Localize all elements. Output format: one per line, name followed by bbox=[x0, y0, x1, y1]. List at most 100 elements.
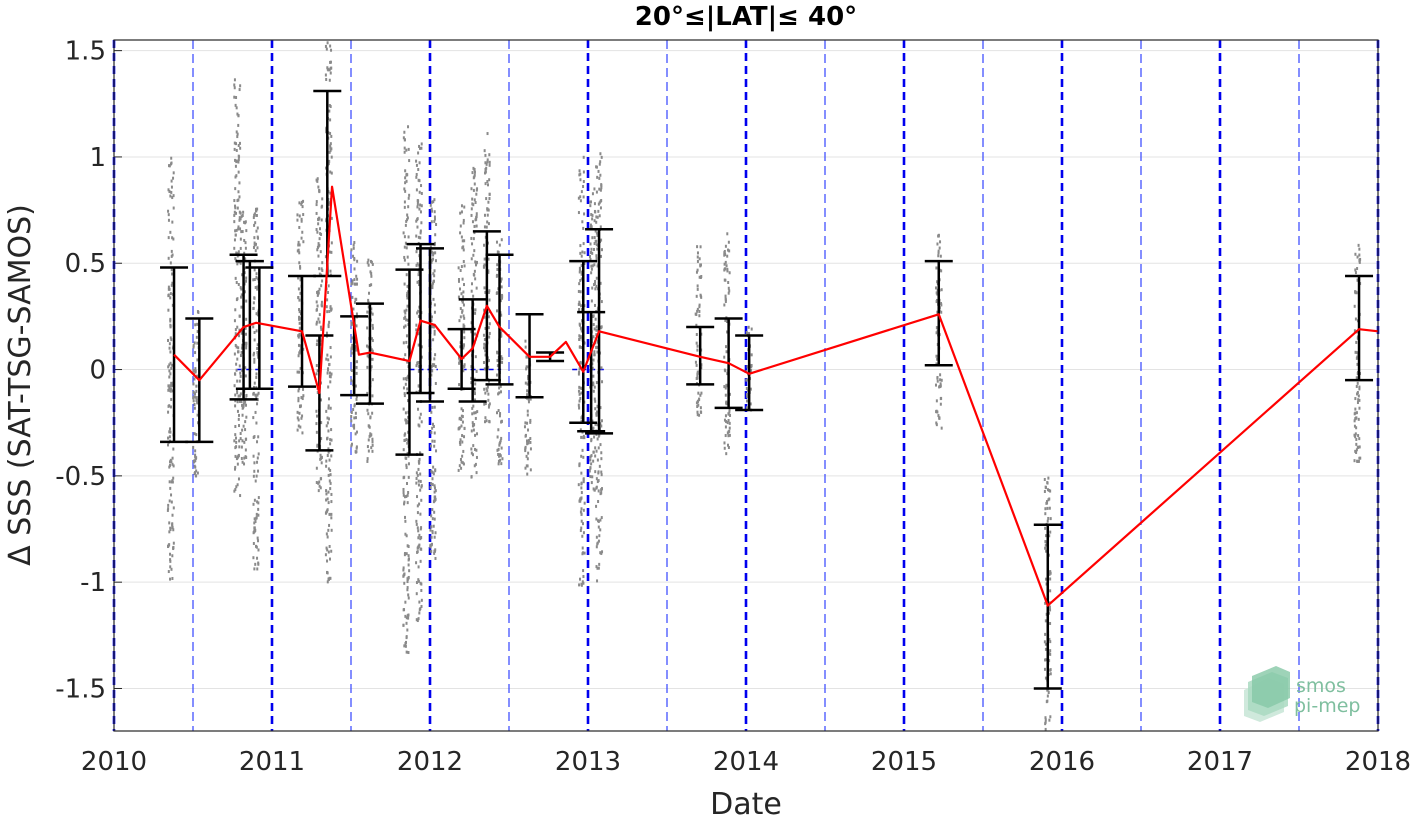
scatter-point bbox=[501, 294, 504, 298]
scatter-point bbox=[459, 345, 462, 349]
scatter-point bbox=[417, 483, 420, 487]
scatter-point bbox=[235, 436, 238, 440]
scatter-point bbox=[473, 273, 476, 277]
scatter-point bbox=[371, 339, 374, 343]
scatter-point bbox=[327, 397, 330, 401]
scatter-point bbox=[473, 389, 476, 393]
scatter-point bbox=[474, 416, 477, 420]
scatter-point bbox=[459, 307, 462, 311]
scatter-point bbox=[407, 415, 410, 419]
scatter-point bbox=[595, 413, 598, 417]
scatter-point bbox=[488, 163, 491, 167]
scatter-point bbox=[497, 462, 500, 466]
scatter-point bbox=[415, 328, 418, 332]
scatter-point bbox=[431, 325, 434, 329]
scatter-point bbox=[239, 431, 242, 435]
scatter-point bbox=[353, 300, 356, 304]
scatter-point bbox=[320, 398, 323, 402]
scatter-point bbox=[726, 267, 729, 271]
scatter-point bbox=[472, 253, 475, 257]
scatter-point bbox=[940, 302, 943, 306]
scatter-point bbox=[405, 179, 408, 183]
scatter-point bbox=[749, 402, 752, 406]
scatter-point bbox=[488, 403, 491, 407]
scatter-point bbox=[242, 404, 245, 408]
scatter-point bbox=[256, 207, 259, 211]
scatter-point bbox=[498, 414, 501, 418]
scatter-point bbox=[404, 515, 407, 519]
scatter-point bbox=[486, 385, 489, 389]
scatter-point bbox=[728, 408, 731, 412]
scatter-point bbox=[327, 447, 330, 451]
scatter-point bbox=[196, 341, 199, 345]
scatter-point bbox=[298, 326, 301, 330]
scatter-point bbox=[581, 220, 584, 224]
scatter-point bbox=[418, 600, 421, 604]
scatter-point bbox=[233, 210, 236, 214]
scatter-point bbox=[325, 305, 328, 309]
scatter-point bbox=[589, 458, 592, 462]
scatter-point bbox=[420, 420, 423, 424]
scatter-point bbox=[257, 391, 260, 395]
scatter-point bbox=[430, 260, 433, 264]
scatter-point bbox=[330, 171, 333, 175]
scatter-point bbox=[407, 563, 410, 567]
scatter-point bbox=[327, 429, 330, 433]
scatter-point bbox=[325, 166, 328, 170]
scatter-point bbox=[483, 387, 486, 391]
scatter-point bbox=[366, 354, 369, 358]
x-tick-label: 2012 bbox=[397, 747, 463, 777]
scatter-point bbox=[367, 263, 370, 267]
scatter-point bbox=[254, 393, 257, 397]
scatter-point bbox=[257, 548, 260, 552]
scatter-point bbox=[473, 224, 476, 228]
scatter-point bbox=[234, 229, 237, 233]
scatter-point bbox=[471, 202, 474, 206]
scatter-point bbox=[457, 266, 460, 270]
scatter-point bbox=[168, 190, 171, 194]
scatter-point bbox=[432, 272, 435, 276]
scatter-point bbox=[404, 223, 407, 227]
scatter-point bbox=[529, 437, 532, 441]
scatter-point bbox=[407, 196, 410, 200]
scatter-point bbox=[524, 339, 527, 343]
scatter-point bbox=[330, 528, 333, 532]
scatter-point bbox=[169, 350, 172, 354]
scatter-point bbox=[579, 178, 582, 182]
scatter-point bbox=[235, 130, 238, 134]
scatter-point bbox=[591, 286, 594, 290]
scatter-point bbox=[939, 240, 942, 244]
scatter-point bbox=[370, 272, 373, 276]
scatter-point bbox=[595, 381, 598, 385]
scatter-point bbox=[253, 526, 256, 530]
scatter-point bbox=[233, 95, 236, 99]
scatter-point bbox=[329, 149, 332, 153]
scatter-point bbox=[170, 268, 173, 272]
scatter-point bbox=[578, 399, 581, 403]
scatter-point bbox=[580, 386, 583, 390]
scatter-point bbox=[1044, 647, 1047, 651]
scatter-point bbox=[330, 250, 333, 254]
scatter-point bbox=[416, 550, 419, 554]
scatter-point bbox=[500, 355, 503, 359]
scatter-point bbox=[488, 331, 491, 335]
scatter-point bbox=[417, 151, 420, 155]
scatter-point bbox=[695, 323, 698, 327]
scatter-point bbox=[245, 456, 248, 460]
scatter-point bbox=[193, 403, 196, 407]
scatter-point bbox=[355, 446, 358, 450]
scatter-point bbox=[366, 365, 369, 369]
scatter-point bbox=[330, 147, 333, 151]
scatter-point bbox=[417, 360, 420, 364]
scatter-point bbox=[172, 541, 175, 545]
scatter-point bbox=[460, 292, 463, 296]
scatter-point bbox=[462, 260, 465, 264]
scatter-point bbox=[253, 385, 256, 389]
scatter-point bbox=[430, 410, 433, 414]
scatter-point bbox=[434, 495, 437, 499]
scatter-point bbox=[194, 474, 197, 478]
scatter-point bbox=[254, 562, 257, 566]
scatter-point bbox=[296, 416, 299, 420]
scatter-point bbox=[482, 361, 485, 365]
scatter-point bbox=[934, 286, 937, 290]
